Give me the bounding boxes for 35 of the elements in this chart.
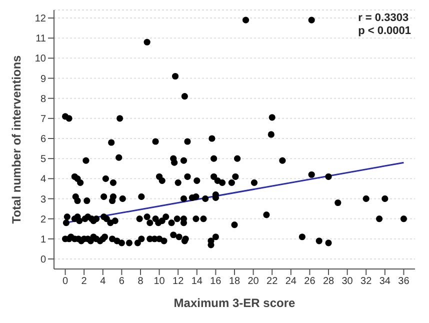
x-tick-label: 10 <box>154 276 166 288</box>
y-tick-label: 6 <box>40 134 46 146</box>
x-tick-label: 16 <box>210 276 222 288</box>
y-tick-label: 10 <box>34 54 46 65</box>
x-tick-label: 24 <box>285 276 297 288</box>
x-tick-label: 22 <box>266 276 278 288</box>
y-tick-label: 7 <box>40 114 46 125</box>
x-tick-label: 8 <box>138 276 144 288</box>
x-tick-label: 2 <box>81 276 88 288</box>
x-tick-label: 20 <box>248 276 260 288</box>
x-tick-label: 28 <box>322 276 335 288</box>
y-tick-label: 1 <box>40 234 46 246</box>
x-tick-label: 34 <box>379 276 391 288</box>
x-tick-label: 32 <box>360 276 372 288</box>
y-tick-label: 2 <box>40 214 46 226</box>
x-tick-label: 12 <box>172 276 184 288</box>
y-tick-label: 5 <box>40 154 46 166</box>
y-tick-label: 9 <box>40 74 46 85</box>
y-axis-title: Total number of interventions <box>9 54 24 224</box>
y-tick-label: 8 <box>40 94 46 105</box>
x-tick-label: 30 <box>342 276 354 288</box>
stats-note: r = 0.3303 p < 0.0001 <box>358 12 411 38</box>
x-tick-label: 18 <box>228 276 240 288</box>
x-axis-title: Maximum 3-ER score <box>174 296 296 310</box>
y-tick-label: 4 <box>40 174 46 186</box>
y-tick-label: 3 <box>40 194 46 206</box>
x-tick-label: 4 <box>100 276 106 288</box>
x-tick-label: 14 <box>191 276 203 288</box>
x-tick-label: 0 <box>62 276 68 288</box>
x-tick-label: 6 <box>118 276 125 288</box>
y-tick-label: 11 <box>36 34 46 45</box>
x-tick-label: 36 <box>398 276 410 288</box>
y-tick-label: 12 <box>34 14 46 25</box>
x-tick-label: 26 <box>304 276 316 288</box>
y-tick-label: 0 <box>40 254 46 266</box>
